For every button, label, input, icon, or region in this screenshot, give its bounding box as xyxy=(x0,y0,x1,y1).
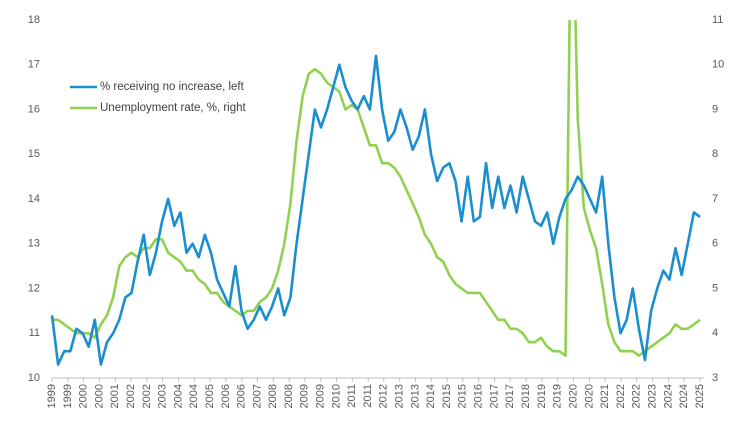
y2-tick-label: 9 xyxy=(712,103,718,115)
y-tick-label: 16 xyxy=(28,103,40,115)
x-tick-label: 2011 xyxy=(346,384,358,408)
legend-label: Unemployment rate, %, right xyxy=(100,102,247,114)
x-tick-label: 1999 xyxy=(46,384,58,408)
x-tick-label: 2007 xyxy=(251,384,263,408)
y2-tick-label: 10 xyxy=(712,59,724,71)
x-tick-label: 2002 xyxy=(125,384,137,408)
legend-label: % receiving no increase, left xyxy=(100,81,245,93)
y-tick-label: 12 xyxy=(28,282,40,294)
y2-tick-label: 8 xyxy=(712,148,718,160)
x-tick-label: 2010 xyxy=(330,384,342,408)
y-tick-label: 13 xyxy=(28,238,40,250)
x-tick-label: 2012 xyxy=(378,384,390,408)
x-tick-label: 2017 xyxy=(504,384,516,408)
x-tick-label: 2019 xyxy=(536,384,548,408)
x-tick-label: 2003 xyxy=(156,384,168,408)
x-tick-label: 2009 xyxy=(299,384,311,408)
x-tick-label: 2008 xyxy=(267,384,279,408)
x-tick-label: 2009 xyxy=(315,384,327,408)
x-tick-label: 2016 xyxy=(473,384,485,408)
x-tick-label: 2024 xyxy=(662,384,674,408)
x-tick-label: 2019 xyxy=(552,384,564,408)
x-tick-label: 2015 xyxy=(441,384,453,408)
y-tick-label: 18 xyxy=(28,14,40,26)
x-tick-label: 2013 xyxy=(394,384,406,408)
x-tick-label: 2017 xyxy=(489,384,501,408)
x-tick-label: 2024 xyxy=(678,384,690,408)
x-tick-label: 2025 xyxy=(694,384,706,408)
y2-tick-label: 3 xyxy=(712,372,718,384)
x-tick-label: 2000 xyxy=(77,384,89,408)
y2-tick-label: 6 xyxy=(712,238,718,250)
y2-tick-label: 5 xyxy=(712,282,718,294)
x-tick-label: 2008 xyxy=(283,384,295,408)
y-tick-label: 17 xyxy=(28,59,40,71)
x-tick-label: 2020 xyxy=(583,384,595,408)
x-tick-label: 2011 xyxy=(362,384,374,408)
x-tick-label: 2022 xyxy=(631,384,643,408)
x-tick-label: 2002 xyxy=(141,384,153,408)
x-tick-label: 2018 xyxy=(520,384,532,408)
y-tick-label: 10 xyxy=(28,372,40,384)
x-tick-label: 2022 xyxy=(615,384,627,408)
x-tick-label: 2006 xyxy=(236,384,248,408)
x-tick-label: 2004 xyxy=(188,384,200,408)
x-tick-label: 2020 xyxy=(567,384,579,408)
series-line xyxy=(52,20,701,357)
x-tick-label: 2000 xyxy=(93,384,105,408)
x-tick-label: 2015 xyxy=(457,384,469,408)
x-tick-label: 2023 xyxy=(646,384,658,408)
y-tick-label: 14 xyxy=(28,193,40,205)
x-tick-label: 2005 xyxy=(204,384,216,408)
x-tick-label: 2013 xyxy=(410,384,422,408)
x-tick-label: 2001 xyxy=(109,384,121,408)
x-tick-label: 1999 xyxy=(62,384,74,408)
y2-tick-label: 11 xyxy=(712,14,723,26)
y-tick-label: 11 xyxy=(29,327,40,339)
plot-area xyxy=(50,20,701,366)
x-tick-label: 2021 xyxy=(599,384,611,408)
x-tick-label: 2014 xyxy=(425,384,437,408)
y2-tick-label: 7 xyxy=(712,193,718,205)
series-line xyxy=(50,54,701,366)
y-tick-label: 15 xyxy=(28,148,40,160)
y2-tick-label: 4 xyxy=(712,327,718,339)
x-tick-label: 2004 xyxy=(172,384,184,408)
x-tick-label: 2006 xyxy=(220,384,232,408)
